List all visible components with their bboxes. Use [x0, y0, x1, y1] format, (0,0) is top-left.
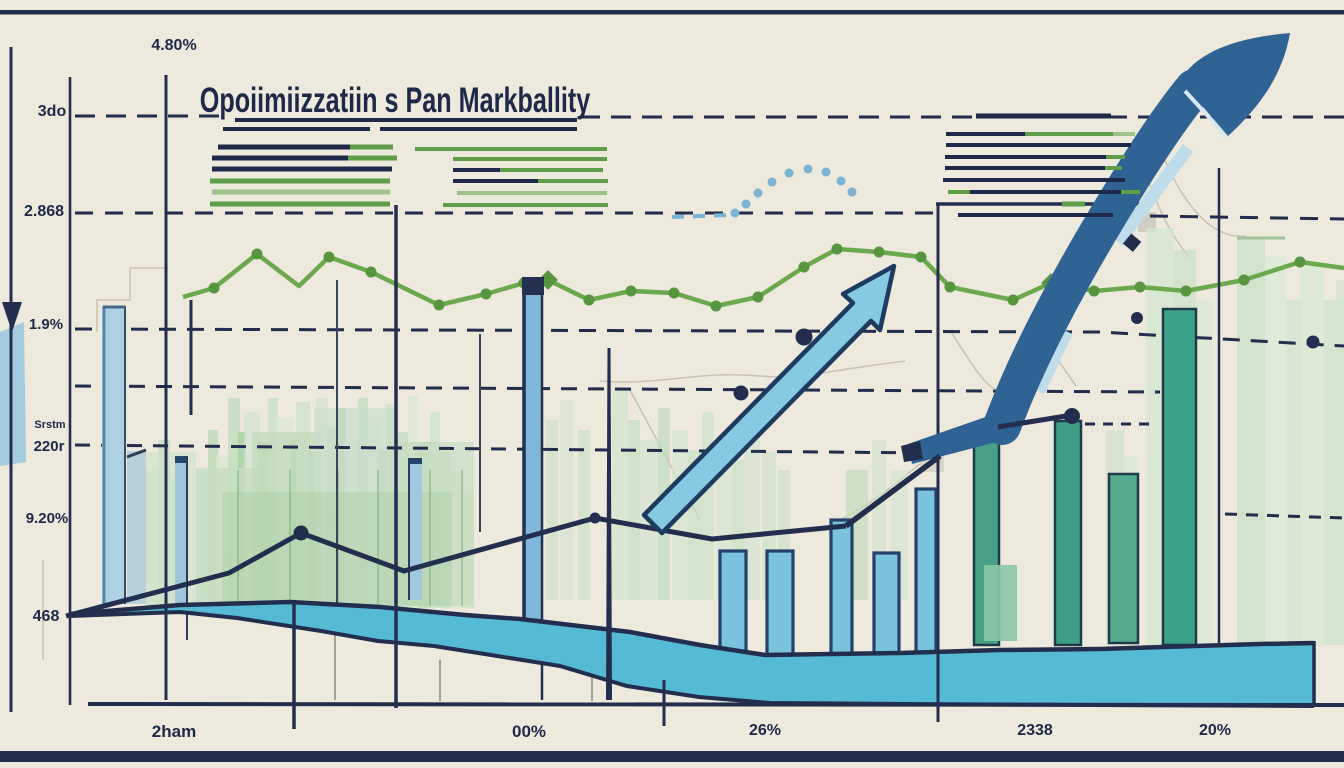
svg-text:00%: 00%	[512, 722, 546, 741]
svg-text:2ham: 2ham	[152, 722, 196, 741]
svg-text:Opoiimiizzatiin s Pan Markball: Opoiimiizzatiin s Pan Markballity	[200, 81, 591, 120]
svg-text:3do: 3do	[38, 103, 67, 120]
svg-text:2338: 2338	[1017, 722, 1053, 739]
svg-text:Srstm: Srstm	[34, 419, 65, 431]
svg-text:26%: 26%	[749, 722, 781, 739]
svg-text:468: 468	[33, 608, 60, 625]
svg-text:2.868: 2.868	[24, 203, 64, 220]
svg-text:220r: 220r	[34, 438, 65, 455]
svg-text:1.9%: 1.9%	[29, 316, 63, 333]
svg-text:20%: 20%	[1199, 722, 1231, 739]
svg-text:9.20%: 9.20%	[26, 510, 69, 527]
svg-text:4.80%: 4.80%	[151, 37, 196, 54]
